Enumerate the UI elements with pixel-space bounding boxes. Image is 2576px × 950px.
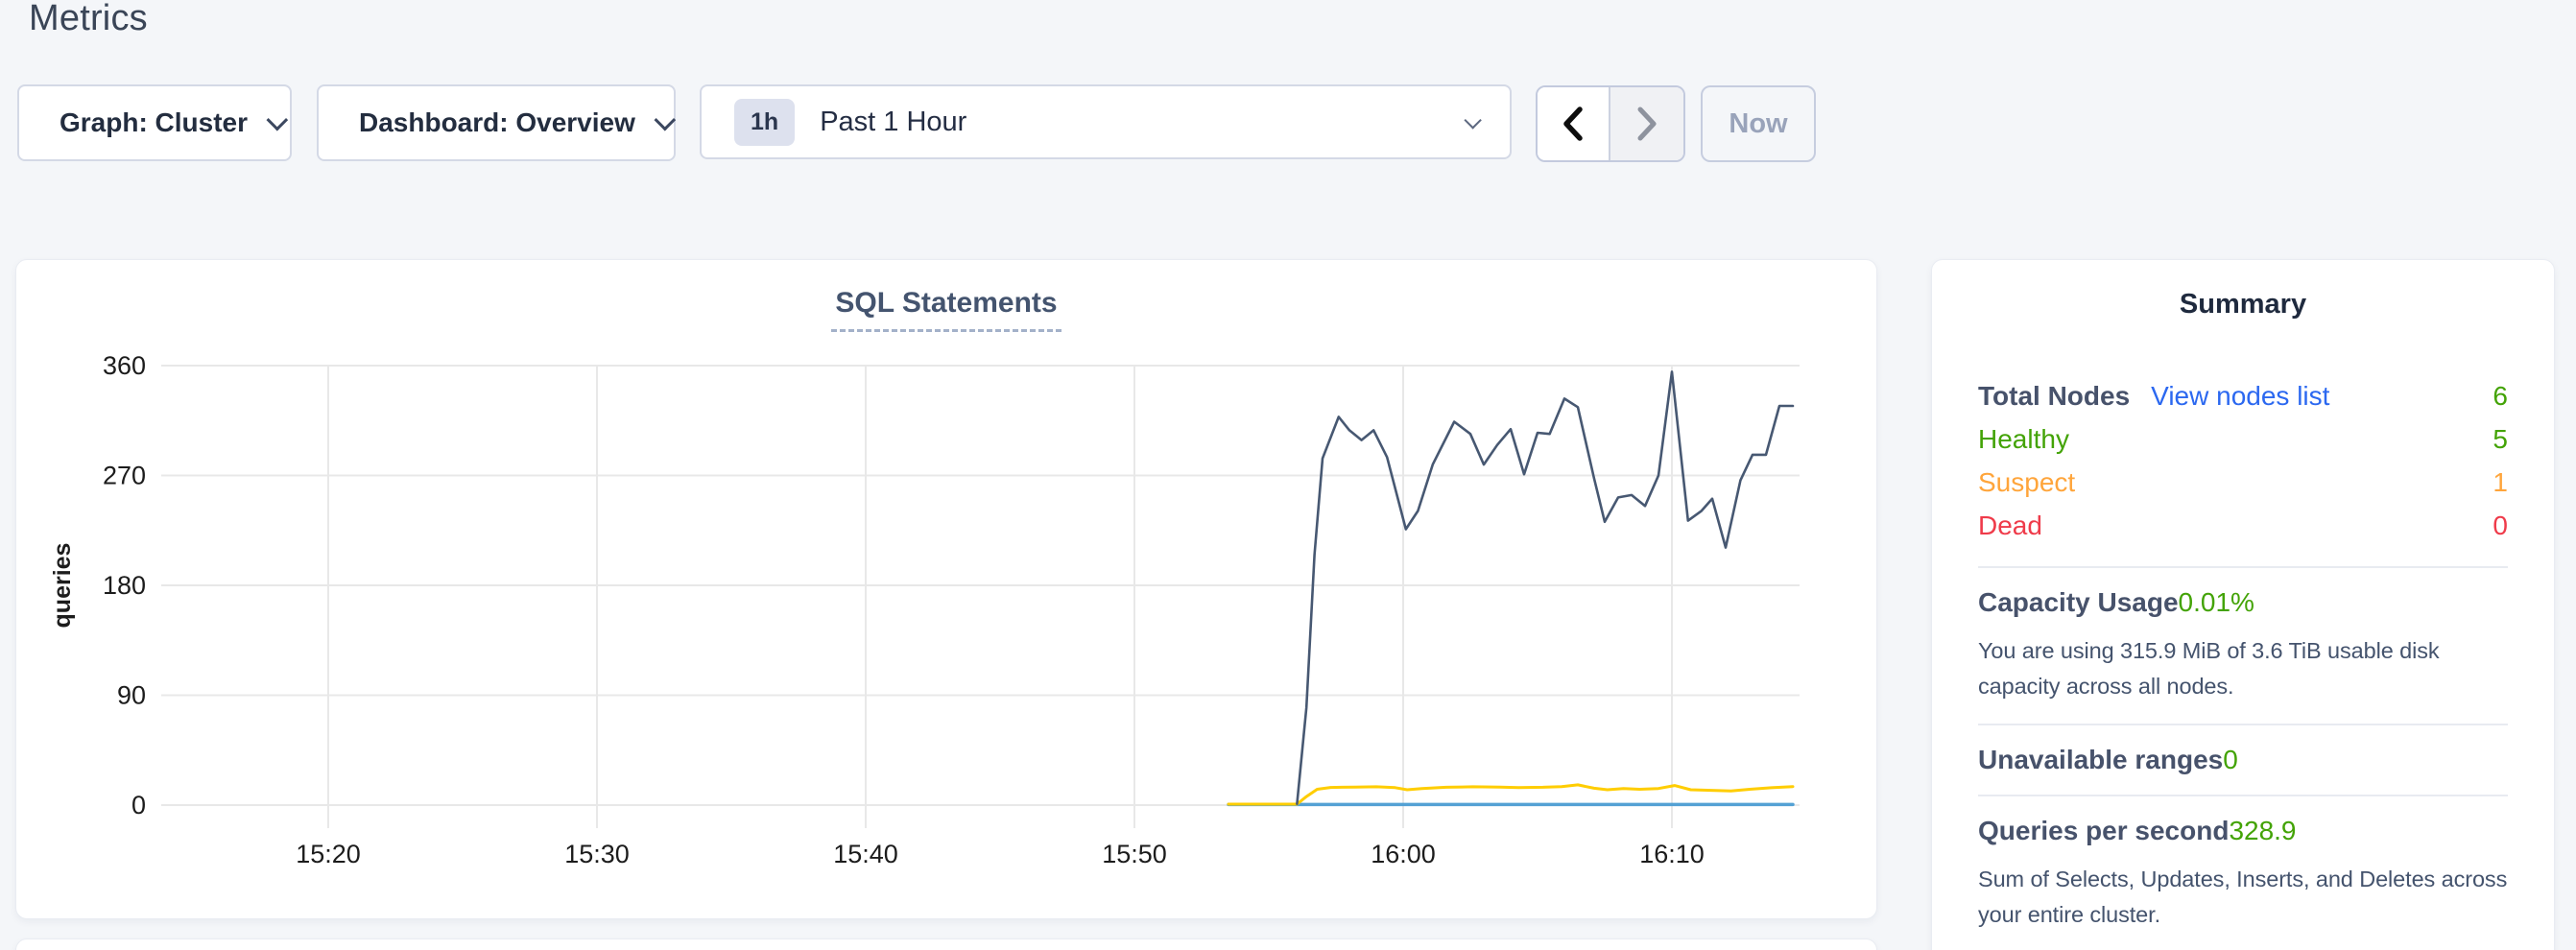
graph-dropdown[interactable]: Graph: Cluster (17, 84, 292, 161)
now-button[interactable]: Now (1701, 85, 1816, 162)
time-range-label: Past 1 Hour (820, 106, 967, 137)
divider (1978, 724, 2508, 725)
chevron-right-icon (1637, 107, 1657, 141)
time-range-badge: 1h (734, 98, 796, 146)
unavailable-ranges-row: Unavailable ranges 0 (1978, 745, 2508, 775)
capacity-usage-description: You are using 315.9 MiB of 3.6 TiB usabl… (1978, 638, 2440, 699)
chart-title[interactable]: SQL Statements (831, 287, 1061, 332)
capacity-usage-label: Capacity Usage (1978, 587, 2179, 617)
y-axis-label: queries (49, 543, 76, 629)
suspect-label: Suspect (1978, 466, 2076, 497)
unavailable-ranges-value: 0 (2223, 745, 2238, 774)
dead-nodes-row: Dead 0 (1978, 504, 2508, 547)
x-tick-label: 15:40 (833, 840, 898, 868)
healthy-value: 5 (2493, 423, 2508, 454)
suspect-nodes-row: Suspect 1 (1978, 461, 2508, 504)
y-tick-label: 360 (103, 351, 146, 380)
y-tick-label: 90 (117, 681, 146, 710)
y-tick-label: 270 (103, 462, 146, 490)
queries-per-second-description: Sum of Selects, Updates, Inserts, and De… (1978, 867, 2508, 927)
sql-statements-chart-card: SQL Statements 0 90 180 270 360 15:20 15:30 15:… (15, 259, 1877, 919)
chevron-down-icon (1464, 110, 1482, 130)
y-tick-label: 0 (131, 791, 146, 819)
series-navy (1296, 370, 1795, 806)
prev-range-button[interactable] (1538, 87, 1610, 160)
view-nodes-list-link[interactable]: View nodes list (2151, 380, 2330, 411)
queries-per-second-value: 328.9 (2229, 816, 2297, 845)
chevron-down-icon (654, 108, 677, 131)
total-nodes-label: Total Nodes (1978, 380, 2131, 411)
chevron-left-icon (1563, 107, 1583, 141)
divider (1978, 795, 2508, 796)
capacity-usage-value: 0.01% (2178, 587, 2254, 617)
divider (1978, 566, 2508, 568)
dashboard-dropdown[interactable]: Dashboard: Overview (317, 84, 677, 161)
healthy-label: Healthy (1978, 423, 2069, 454)
next-chart-card-stub (15, 938, 1877, 950)
capacity-usage-row: Capacity Usage 0.01% (1978, 587, 2508, 618)
sql-statements-chart[interactable]: 0 90 180 270 360 15:20 15:30 15:40 15:50 16:00 16:… (16, 260, 1878, 920)
x-tick-label: 16:00 (1371, 840, 1436, 868)
dead-label: Dead (1978, 510, 2042, 540)
x-tick-label: 15:30 (564, 840, 630, 868)
x-tick-label: 15:20 (296, 840, 361, 868)
time-range-selector[interactable]: 1h Past 1 Hour (700, 84, 1512, 159)
healthy-nodes-row: Healthy 5 (1978, 417, 2508, 461)
summary-title: Summary (2179, 289, 2307, 320)
total-nodes-value: 6 (2493, 380, 2508, 411)
queries-per-second-row: Queries per second 328.9 (1978, 816, 2508, 846)
x-tick-label: 15:50 (1102, 840, 1167, 868)
unavailable-ranges-label: Unavailable ranges (1978, 745, 2224, 774)
x-tick-label: 16:10 (1639, 840, 1705, 868)
chevron-down-icon (266, 108, 289, 131)
suspect-value: 1 (2493, 466, 2508, 497)
page-title: Metrics (29, 0, 148, 38)
queries-per-second-label: Queries per second (1978, 816, 2230, 845)
total-nodes-row: Total Nodes View nodes list 6 (1978, 374, 2508, 417)
series-yellow (1227, 783, 1795, 806)
summary-panel: Summary Total Nodes View nodes list 6 He… (1931, 259, 2555, 950)
y-tick-label: 180 (103, 571, 146, 600)
dead-value: 0 (2493, 510, 2508, 540)
graph-dropdown-label: Graph: Cluster (60, 107, 249, 137)
dashboard-dropdown-label: Dashboard: Overview (359, 107, 635, 137)
time-range-nav (1536, 85, 1685, 162)
next-range-button[interactable] (1610, 87, 1683, 160)
